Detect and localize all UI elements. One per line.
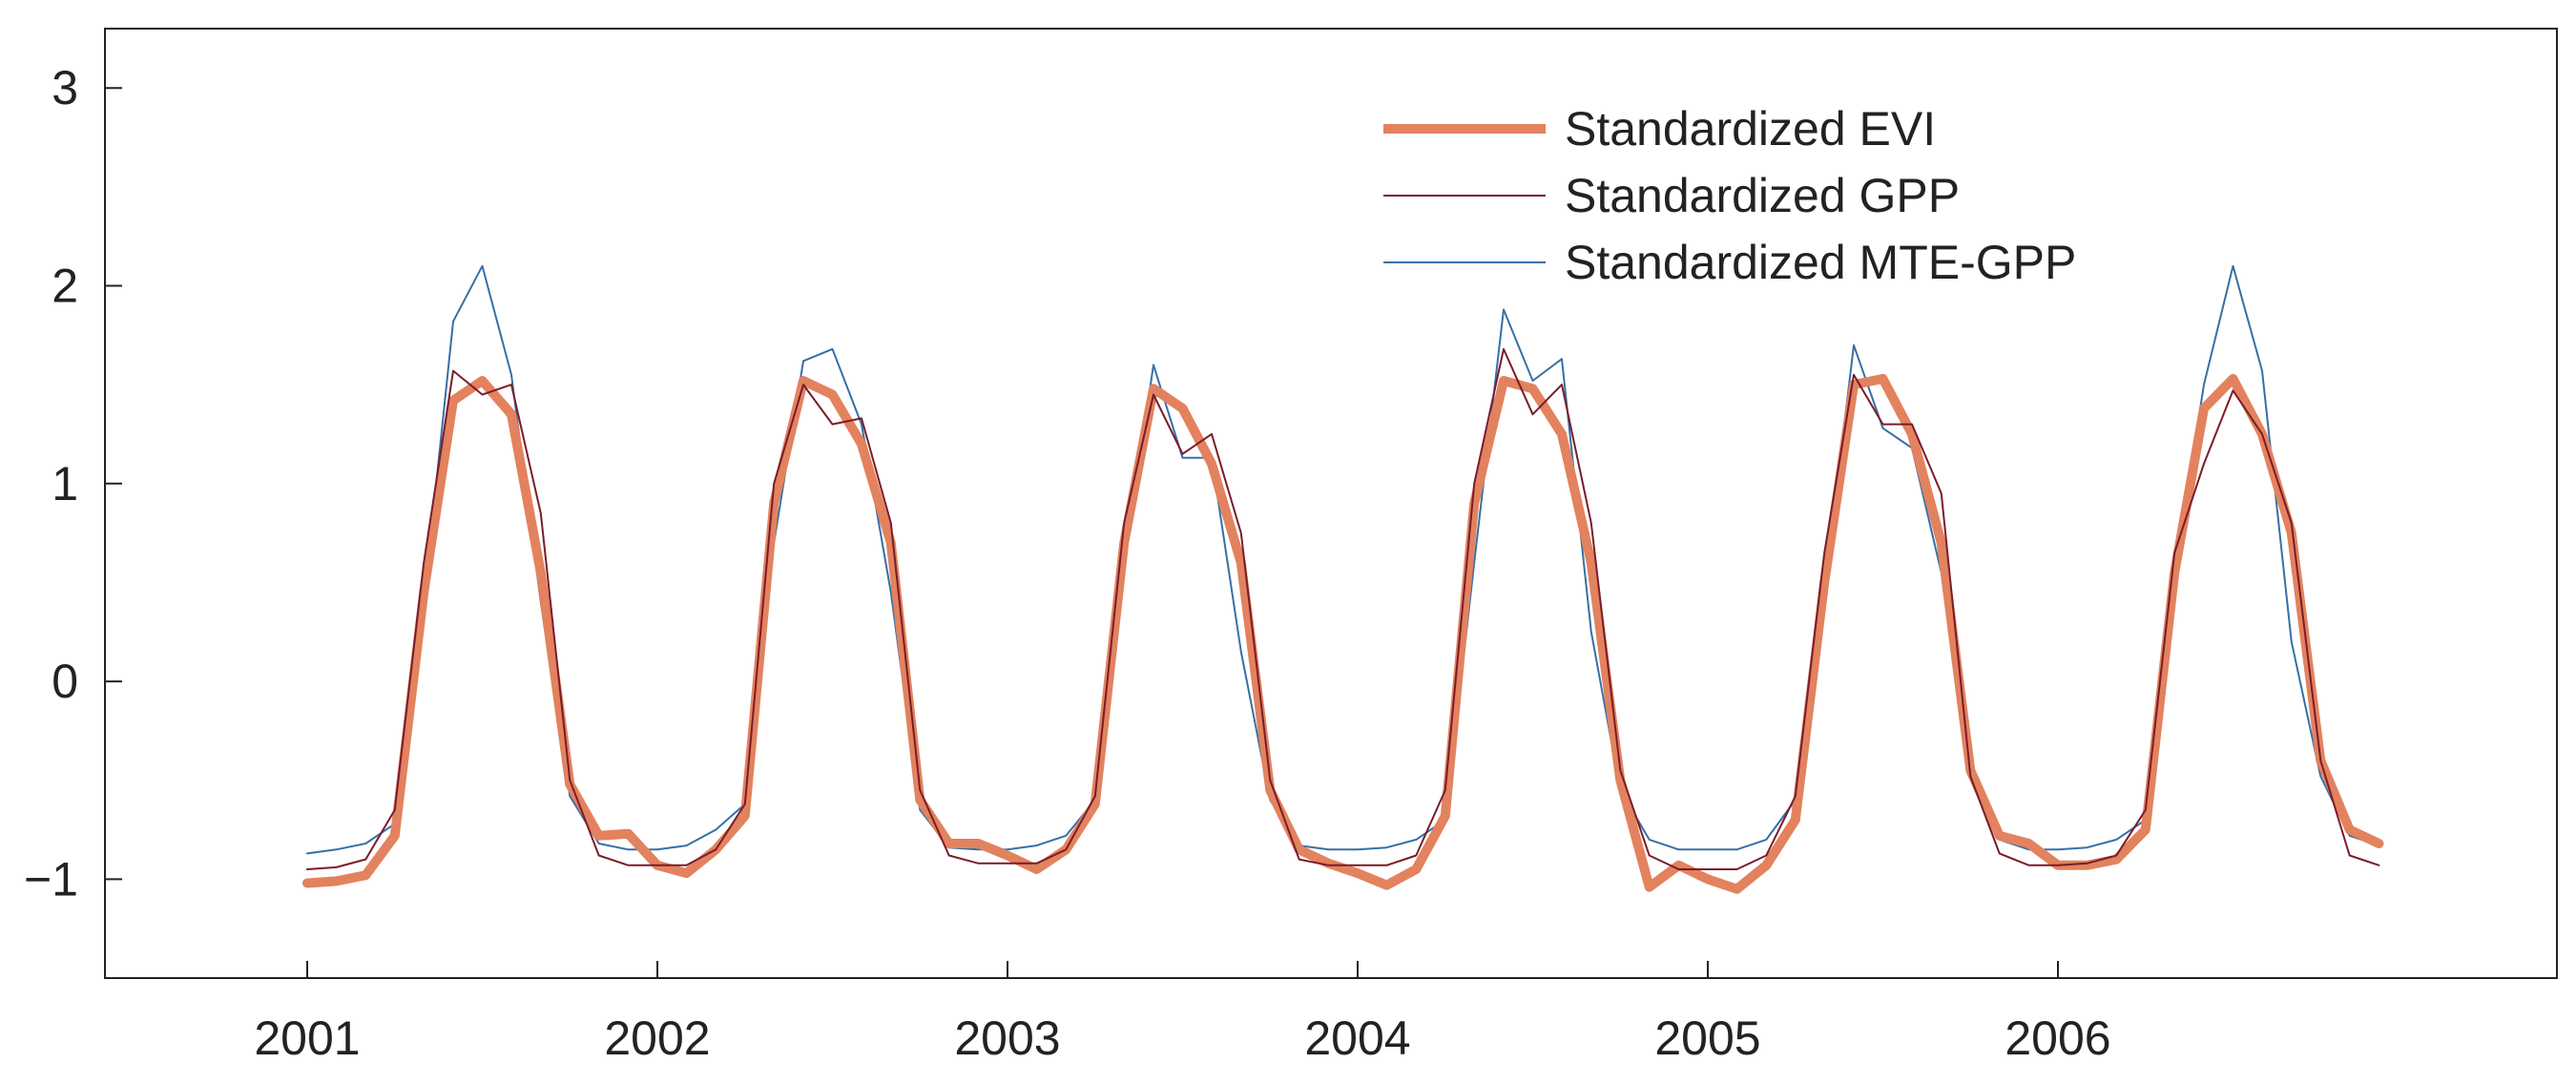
plot-area-frame bbox=[104, 28, 2558, 979]
x-tick-label: 2005 bbox=[1654, 1011, 1760, 1065]
x-tick-label: 2006 bbox=[2005, 1011, 2110, 1065]
series-line-0 bbox=[302, 373, 2384, 894]
x-tick-label: 2002 bbox=[604, 1011, 710, 1065]
legend-label: Standardized MTE-GPP bbox=[1565, 236, 2076, 289]
x-tick-label: 2004 bbox=[1304, 1011, 1410, 1065]
y-tick-label: −1 bbox=[24, 852, 78, 906]
series-layer bbox=[302, 264, 2384, 894]
legend: Standardized EVI Standardized GPP Standard… bbox=[1383, 102, 2076, 289]
x-tick-label: 2001 bbox=[254, 1011, 360, 1065]
y-tick-label: 2 bbox=[52, 259, 78, 312]
series-line-1 bbox=[306, 347, 2380, 870]
series-line-2 bbox=[306, 264, 2380, 855]
y-tick-label: 1 bbox=[52, 457, 78, 511]
legend-label: Standardized GPP bbox=[1565, 169, 1960, 222]
legend-label: Standardized EVI bbox=[1565, 102, 1936, 156]
y-axis: 3 2 1 0 −1 bbox=[24, 61, 122, 906]
x-axis: 2001 2002 2003 2004 2005 2006 bbox=[254, 961, 2111, 1065]
x-tick-label: 2003 bbox=[954, 1011, 1060, 1065]
y-tick-label: 3 bbox=[52, 61, 78, 115]
y-tick-label: 0 bbox=[52, 655, 78, 708]
